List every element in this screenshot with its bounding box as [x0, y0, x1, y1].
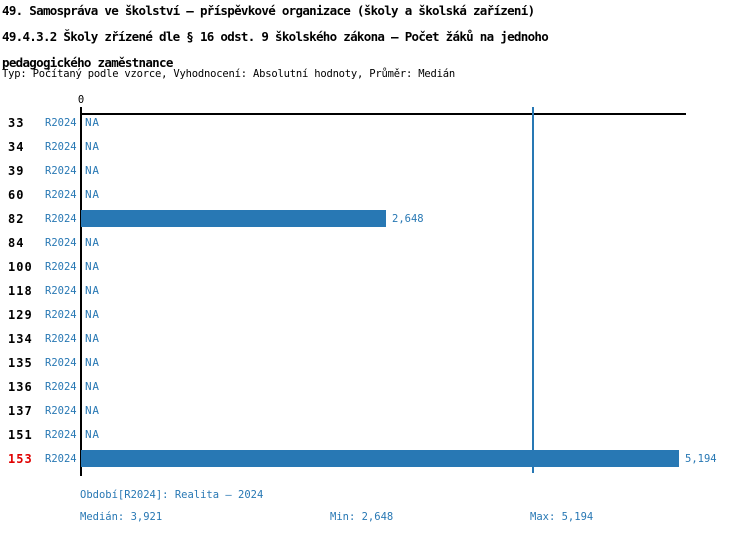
chart-row-100: 100 R2024 NA: [0, 255, 750, 279]
chart-row-129: 129 R2024 NA: [0, 303, 750, 327]
row-id-label: 134: [8, 332, 33, 346]
chart-rows: 33 R2024 NA 34 R2024 NA 39 R2024 NA 60 R2024 NA 82 R2…: [0, 111, 750, 473]
row-period-label: R2024: [45, 405, 77, 417]
row-id-label: 33: [8, 116, 25, 130]
chart-row-118: 118 R2024 NA: [0, 279, 750, 303]
row-id-label: 39: [8, 164, 25, 178]
row-id-label: 82: [8, 212, 25, 226]
min-stat: Min: 2,648: [330, 511, 394, 523]
row-period-label: R2024: [45, 165, 77, 177]
row-id-label: 60: [8, 188, 25, 202]
median-stat: Medián: 3,921: [80, 511, 163, 523]
chart-row-82: 82 R2024 2,648: [0, 207, 750, 231]
row-period-label: R2024: [45, 117, 77, 129]
median-reference-line: [532, 107, 534, 473]
row-na-value: NA: [85, 428, 100, 441]
row-period-label: R2024: [45, 381, 77, 393]
row-na-value: NA: [85, 380, 100, 393]
row-id-label: 118: [8, 284, 33, 298]
row-na-value: NA: [85, 308, 100, 321]
row-period-label: R2024: [45, 189, 77, 201]
row-bar-value: 2,648: [392, 213, 424, 225]
y-axis-line: [80, 107, 82, 476]
row-id-label: 136: [8, 380, 33, 394]
row-na-value: NA: [85, 140, 100, 153]
row-period-label: R2024: [45, 285, 77, 297]
chart-row-60: 60 R2024 NA: [0, 183, 750, 207]
report-title-line2: 49.4.3.2 Školy zřízené dle § 16 odst. 9 …: [2, 29, 549, 44]
chart-row-137: 137 R2024 NA: [0, 399, 750, 423]
row-id-label: 84: [8, 236, 25, 250]
period-legend: Období[R2024]: Realita – 2024: [80, 489, 264, 501]
row-period-label: R2024: [45, 237, 77, 249]
chart-row-151: 151 R2024 NA: [0, 423, 750, 447]
row-na-value: NA: [85, 236, 100, 249]
row-na-value: NA: [85, 260, 100, 273]
chart-row-39: 39 R2024 NA: [0, 159, 750, 183]
report-meta-info: Typ: Počítaný podle vzorce, Vyhodnocení:…: [2, 68, 455, 80]
row-id-label: 129: [8, 308, 33, 322]
chart-row-136: 136 R2024 NA: [0, 375, 750, 399]
row-period-label: R2024: [45, 357, 77, 369]
row-period-label: R2024: [45, 213, 77, 225]
row-period-label: R2024: [45, 333, 77, 345]
row-id-label: 153: [8, 452, 33, 466]
row-period-label: R2024: [45, 453, 77, 465]
row-id-label: 137: [8, 404, 33, 418]
chart-row-153: 153 R2024 5,194: [0, 447, 750, 471]
row-bar-value: 5,194: [685, 453, 717, 465]
axis-zero-tick-label: 0: [77, 94, 85, 106]
row-id-label: 135: [8, 356, 33, 370]
chart-row-84: 84 R2024 NA: [0, 231, 750, 255]
row-id-label: 100: [8, 260, 33, 274]
chart-row-33: 33 R2024 NA: [0, 111, 750, 135]
row-id-label: 151: [8, 428, 33, 442]
row-id-label: 34: [8, 140, 25, 154]
row-bar: [81, 210, 386, 227]
row-na-value: NA: [85, 116, 100, 129]
row-period-label: R2024: [45, 261, 77, 273]
report-title-line1: 49. Samospráva ve školství – příspěvkové…: [2, 3, 535, 18]
max-stat: Max: 5,194: [530, 511, 594, 523]
row-na-value: NA: [85, 188, 100, 201]
row-na-value: NA: [85, 284, 100, 297]
row-na-value: NA: [85, 404, 100, 417]
row-na-value: NA: [85, 332, 100, 345]
row-na-value: NA: [85, 356, 100, 369]
chart-row-134: 134 R2024 NA: [0, 327, 750, 351]
row-period-label: R2024: [45, 309, 77, 321]
row-na-value: NA: [85, 164, 100, 177]
row-bar: [81, 450, 679, 467]
row-period-label: R2024: [45, 429, 77, 441]
x-axis-line: [80, 113, 686, 115]
chart-row-34: 34 R2024 NA: [0, 135, 750, 159]
row-period-label: R2024: [45, 141, 77, 153]
chart-row-135: 135 R2024 NA: [0, 351, 750, 375]
report-title-line3: pedagogického zaměstnance: [2, 55, 173, 70]
